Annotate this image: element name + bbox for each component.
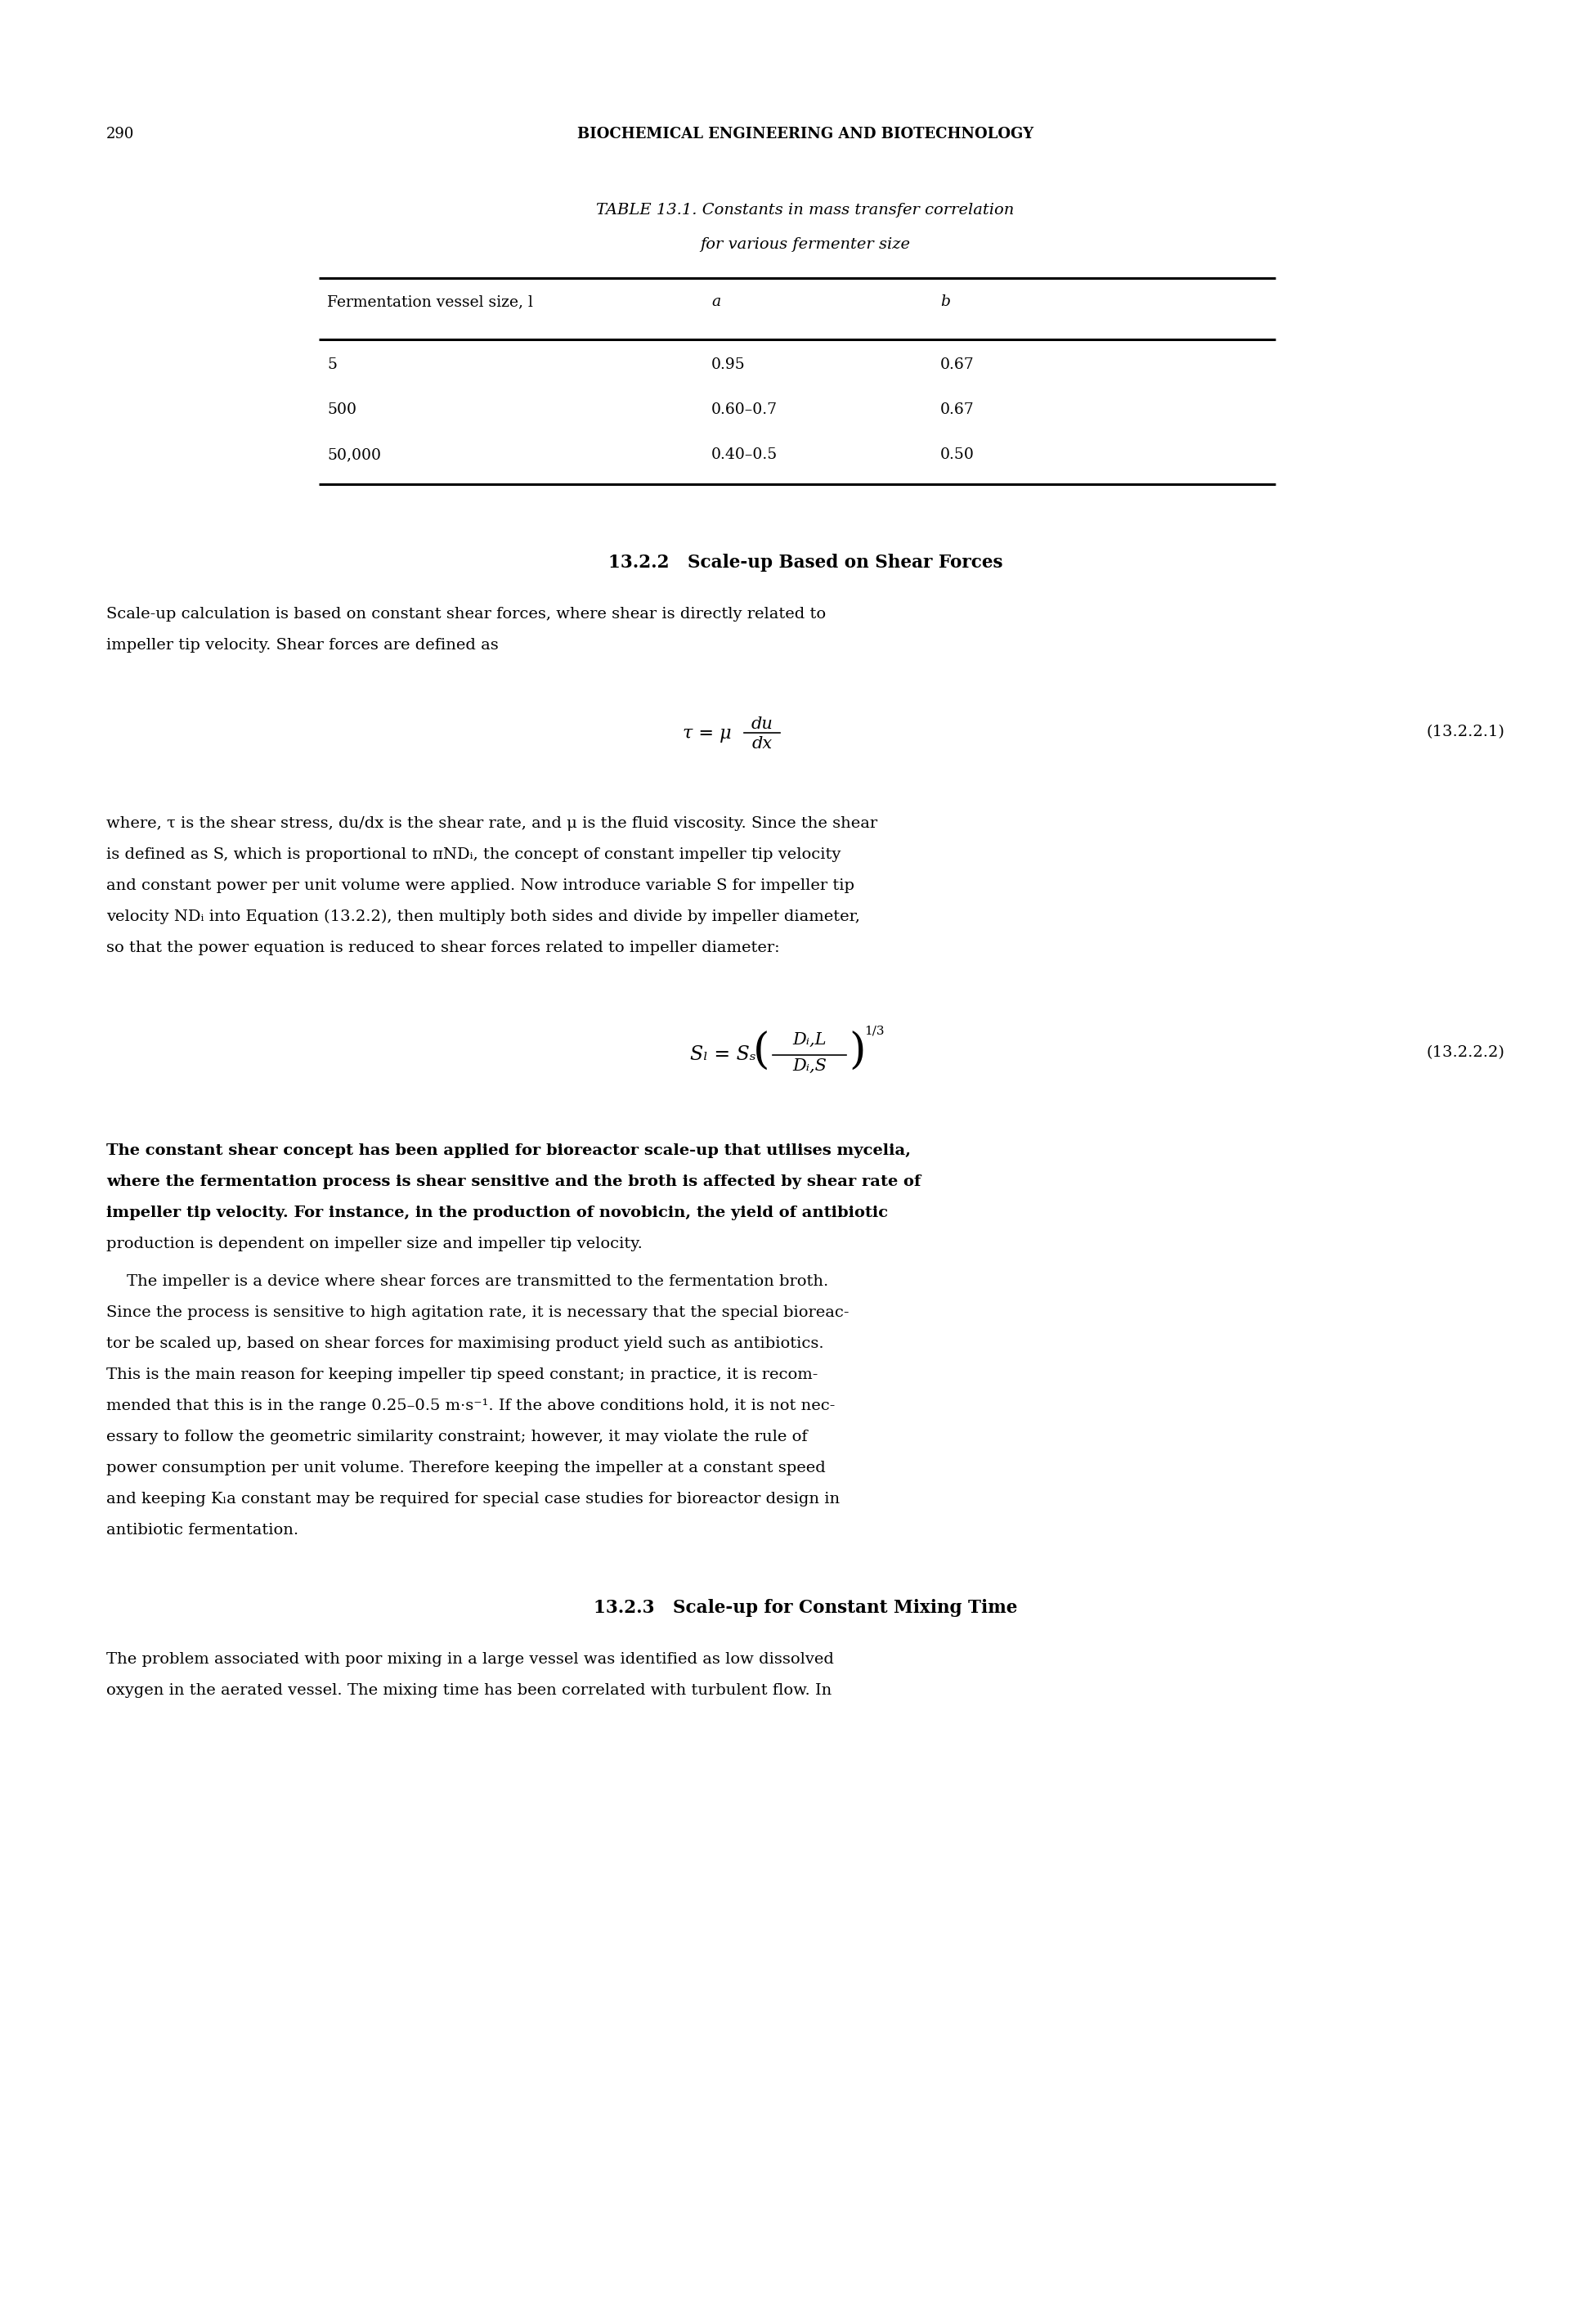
Text: mended that this is in the range 0.25–0.5 m·s⁻¹. If the above conditions hold, i: mended that this is in the range 0.25–0.… — [107, 1399, 835, 1413]
Text: Since the process is sensitive to high agitation rate, it is necessary that the : Since the process is sensitive to high a… — [107, 1304, 849, 1321]
Text: The problem associated with poor mixing in a large vessel was identified as low : The problem associated with poor mixing … — [107, 1652, 833, 1666]
Text: ): ) — [849, 1031, 867, 1073]
Text: where the fermentation process is shear sensitive and the broth is affected by s: where the fermentation process is shear … — [107, 1175, 921, 1189]
Text: 0.40–0.5: 0.40–0.5 — [712, 447, 777, 461]
Text: a: a — [712, 294, 720, 308]
Text: BIOCHEMICAL ENGINEERING AND BIOTECHNOLOGY: BIOCHEMICAL ENGINEERING AND BIOTECHNOLOG… — [578, 127, 1034, 141]
Text: 5: 5 — [327, 357, 337, 373]
Text: The impeller is a device where shear forces are transmitted to the fermentation : The impeller is a device where shear for… — [107, 1274, 828, 1288]
Text: velocity NDᵢ into Equation (13.2.2), then multiply both sides and divide by impe: velocity NDᵢ into Equation (13.2.2), the… — [107, 911, 860, 924]
Text: 50,000: 50,000 — [327, 447, 381, 461]
Text: is defined as S, which is proportional to πNDᵢ, the concept of constant impeller: is defined as S, which is proportional t… — [107, 848, 841, 862]
Text: (13.2.2.1): (13.2.2.1) — [1427, 725, 1505, 739]
Text: This is the main reason for keeping impeller tip speed constant; in practice, it: This is the main reason for keeping impe… — [107, 1367, 817, 1383]
Text: antibiotic fermentation.: antibiotic fermentation. — [107, 1522, 298, 1538]
Text: production is dependent on impeller size and impeller tip velocity.: production is dependent on impeller size… — [107, 1237, 643, 1251]
Text: dx: dx — [752, 737, 772, 751]
Text: (13.2.2.2): (13.2.2.2) — [1427, 1045, 1505, 1059]
Text: Dᵢ,S: Dᵢ,S — [792, 1059, 827, 1073]
Text: where, τ is the shear stress, du/dx is the shear rate, and μ is the fluid viscos: where, τ is the shear stress, du/dx is t… — [107, 816, 878, 832]
Text: b: b — [940, 294, 950, 308]
Text: 0.67: 0.67 — [940, 403, 975, 417]
Text: 1/3: 1/3 — [863, 1026, 884, 1038]
Text: Sₗ = Sₛ: Sₗ = Sₛ — [691, 1045, 757, 1064]
Text: impeller tip velocity. For instance, in the production of novobicin, the yield o: impeller tip velocity. For instance, in … — [107, 1205, 887, 1221]
Text: oxygen in the aerated vessel. The mixing time has been correlated with turbulent: oxygen in the aerated vessel. The mixing… — [107, 1682, 832, 1698]
Text: 0.60–0.7: 0.60–0.7 — [712, 403, 777, 417]
Text: and keeping Kₗa constant may be required for special case studies for bioreactor: and keeping Kₗa constant may be required… — [107, 1492, 839, 1506]
Text: 13.2.2   Scale-up Based on Shear Forces: 13.2.2 Scale-up Based on Shear Forces — [608, 554, 1002, 572]
Text: power consumption per unit volume. Therefore keeping the impeller at a constant : power consumption per unit volume. There… — [107, 1460, 825, 1476]
Text: Dᵢ,L: Dᵢ,L — [793, 1031, 827, 1047]
Text: τ = μ: τ = μ — [683, 725, 733, 744]
Text: TABLE 13.1. Constants in mass transfer correlation: TABLE 13.1. Constants in mass transfer c… — [597, 204, 1015, 218]
Text: The constant shear concept has been applied for bioreactor scale-up that utilise: The constant shear concept has been appl… — [107, 1142, 911, 1158]
Text: and constant power per unit volume were applied. Now introduce variable S for im: and constant power per unit volume were … — [107, 878, 854, 892]
Text: 0.95: 0.95 — [712, 357, 745, 373]
Text: Scale-up calculation is based on constant shear forces, where shear is directly : Scale-up calculation is based on constan… — [107, 607, 825, 621]
Text: (: ( — [753, 1031, 769, 1073]
Text: for various fermenter size: for various fermenter size — [701, 236, 910, 253]
Text: essary to follow the geometric similarity constraint; however, it may violate th: essary to follow the geometric similarit… — [107, 1430, 808, 1443]
Text: du: du — [752, 716, 772, 732]
Text: 500: 500 — [327, 403, 356, 417]
Text: so that the power equation is reduced to shear forces related to impeller diamet: so that the power equation is reduced to… — [107, 941, 780, 955]
Text: 290: 290 — [107, 127, 134, 141]
Text: 0.67: 0.67 — [940, 357, 975, 373]
Text: Fermentation vessel size, l: Fermentation vessel size, l — [327, 294, 533, 308]
Text: 0.50: 0.50 — [940, 447, 975, 461]
Text: tor be scaled up, based on shear forces for maximising product yield such as ant: tor be scaled up, based on shear forces … — [107, 1337, 824, 1351]
Text: impeller tip velocity. Shear forces are defined as: impeller tip velocity. Shear forces are … — [107, 637, 498, 653]
Text: 13.2.3   Scale-up for Constant Mixing Time: 13.2.3 Scale-up for Constant Mixing Time — [594, 1599, 1017, 1617]
